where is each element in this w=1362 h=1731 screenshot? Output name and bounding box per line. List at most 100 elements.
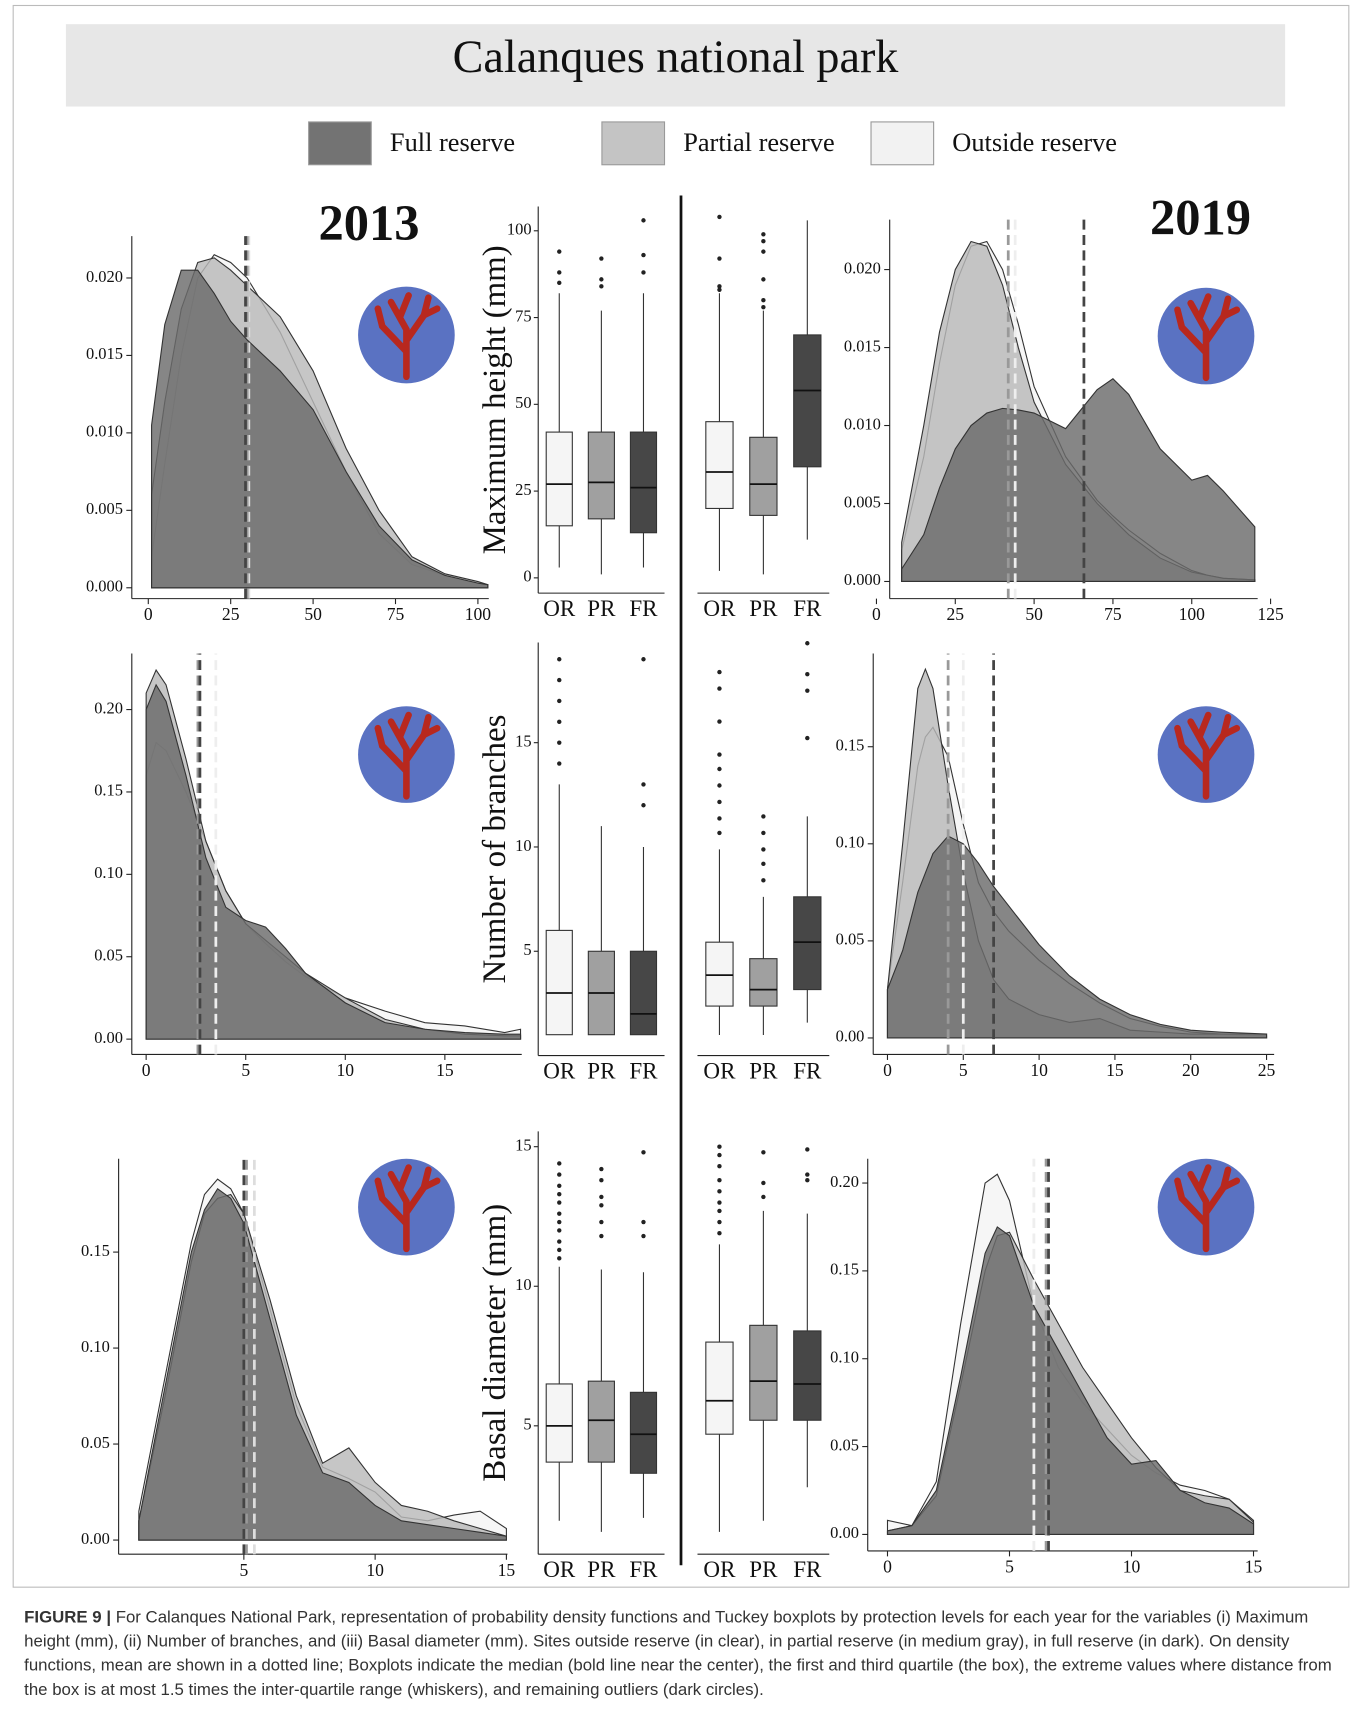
outlier xyxy=(717,256,722,261)
y-tick-label: 0.05 xyxy=(81,1433,110,1452)
x-tick-label: 125 xyxy=(1257,604,1284,624)
x-tick-label: 0 xyxy=(883,1060,892,1080)
outlier xyxy=(805,735,810,741)
x-tick-label: 10 xyxy=(1123,1557,1141,1577)
box xyxy=(793,896,822,991)
x-tick-label: PR xyxy=(587,595,616,621)
outlier xyxy=(641,803,646,808)
y-tick-label: 0.20 xyxy=(830,1172,859,1191)
box xyxy=(629,950,658,1036)
y-tick-label: 0.15 xyxy=(830,1260,859,1279)
outlier xyxy=(599,1166,604,1172)
year-label: 2013 xyxy=(319,195,420,251)
y-tick-label: 0.00 xyxy=(830,1523,859,1542)
y-tick-label: 100 xyxy=(507,220,532,239)
x-tick-label: OR xyxy=(543,1057,576,1083)
density-area xyxy=(886,1226,1255,1535)
x-tick-label: OR xyxy=(543,595,576,621)
y-tick-label: 0.15 xyxy=(81,1241,110,1260)
outlier xyxy=(599,1219,604,1225)
y-tick-label: 0.10 xyxy=(81,1337,110,1356)
x-tick-label: PR xyxy=(749,1556,778,1582)
density-area xyxy=(138,1187,507,1541)
x-tick-label: 0 xyxy=(872,604,881,624)
x-tick-label: OR xyxy=(703,1057,736,1083)
outlier xyxy=(599,277,604,282)
legend-swatch xyxy=(870,121,935,166)
x-tick-label: 5 xyxy=(241,1060,250,1080)
y-tick-label: 50 xyxy=(515,393,531,412)
x-tick-label: 5 xyxy=(1005,1557,1014,1577)
outlier xyxy=(805,671,810,677)
outlier xyxy=(599,284,604,289)
x-tick-label: OR xyxy=(703,1556,736,1582)
outlier xyxy=(717,1177,722,1183)
outlier xyxy=(717,1219,722,1225)
y-tick-label: 0.05 xyxy=(836,930,865,949)
year-label: 2019 xyxy=(1150,190,1251,246)
outlier xyxy=(717,719,722,724)
y-tick-label: 0.05 xyxy=(830,1435,859,1454)
outlier xyxy=(641,252,646,258)
x-tick-label: 10 xyxy=(1030,1060,1048,1080)
outlier xyxy=(717,1200,722,1205)
outlier xyxy=(641,218,646,223)
outlier xyxy=(717,752,722,757)
y-tick-label: 0.005 xyxy=(844,492,881,511)
outlier xyxy=(599,1203,604,1208)
x-tick-label: FR xyxy=(793,1057,822,1083)
outlier xyxy=(805,1147,810,1152)
y-tick-label: 15 xyxy=(515,1135,531,1154)
outlier xyxy=(717,1208,722,1214)
x-tick-label: 50 xyxy=(304,604,322,624)
y-axis-label: Maximum height (mm) xyxy=(477,245,513,554)
x-tick-label: 10 xyxy=(366,1560,384,1580)
coral-icon-branch xyxy=(1174,1164,1241,1253)
chart-title: Calanques national park xyxy=(453,31,900,82)
legend-label: Full reserve xyxy=(390,128,515,157)
outlier xyxy=(761,1150,766,1155)
outlier xyxy=(599,1233,604,1239)
frame xyxy=(12,4,1350,1588)
box xyxy=(749,1324,778,1421)
outlier xyxy=(557,1256,562,1261)
outlier xyxy=(717,686,722,691)
outlier xyxy=(761,232,766,237)
x-tick-label: 0 xyxy=(883,1557,892,1577)
x-tick-label: 75 xyxy=(1104,604,1122,624)
x-tick-label: 20 xyxy=(1182,1060,1200,1080)
outlier xyxy=(761,1180,766,1186)
x-tick-label: PR xyxy=(587,1556,616,1582)
x-tick-label: 25 xyxy=(222,604,240,624)
y-tick-label: 5 xyxy=(523,940,531,959)
chart: Calanques national park Full reserve Part… xyxy=(12,4,1350,1588)
outlier xyxy=(761,878,766,883)
outlier xyxy=(557,1239,562,1244)
outlier xyxy=(557,1200,562,1205)
outlier xyxy=(641,270,646,275)
x-tick-label: FR xyxy=(629,595,658,621)
y-tick-label: 0.000 xyxy=(86,577,123,596)
y-tick-label: 0.15 xyxy=(94,781,123,800)
x-tick-label: 15 xyxy=(1245,1557,1263,1577)
x-tick-label: 25 xyxy=(946,604,964,624)
outlier xyxy=(761,847,766,852)
y-tick-label: 0.015 xyxy=(844,336,881,355)
outlier xyxy=(761,304,766,310)
density-area xyxy=(145,683,522,1040)
outlier xyxy=(641,782,646,787)
x-tick-label: OR xyxy=(543,1556,576,1582)
outlier xyxy=(761,814,766,819)
y-tick-label: 10 xyxy=(515,836,531,855)
x-tick-label: 10 xyxy=(337,1060,355,1080)
y-tick-label: 25 xyxy=(515,480,531,499)
y-tick-label: 0.020 xyxy=(86,267,123,286)
outlier xyxy=(717,1164,722,1169)
x-tick-label: 75 xyxy=(387,604,405,624)
outlier xyxy=(557,740,562,745)
y-tick-label: 0 xyxy=(523,567,531,586)
x-tick-label: PR xyxy=(749,1057,778,1083)
outlier xyxy=(717,669,722,675)
outlier xyxy=(717,287,722,292)
